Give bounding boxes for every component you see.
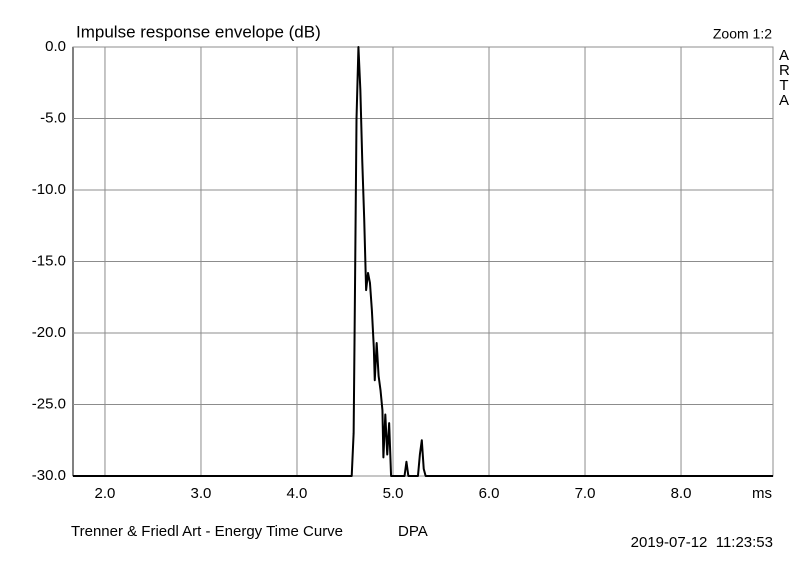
- series-line: [73, 46, 773, 477]
- y-tick-label: -20.0: [32, 324, 66, 341]
- x-tick-label: 3.0: [191, 485, 212, 502]
- watermark: ARTA: [779, 47, 790, 109]
- y-tick-label: -5.0: [40, 109, 66, 126]
- x-tick-label: 4.0: [287, 485, 308, 502]
- y-tick-label: -30.0: [32, 467, 66, 484]
- x-tick-label: 5.0: [383, 485, 404, 502]
- footer: Trenner & Friedl Art - Energy Time Curve: [71, 523, 343, 540]
- x-tick-label: 7.0: [575, 485, 596, 502]
- y-tick-label: 0.0: [45, 38, 66, 55]
- y-tick-label: -10.0: [32, 181, 66, 198]
- chart-title: Impulse response envelope (dB): [76, 22, 321, 41]
- footer-name: DPA: [398, 523, 428, 540]
- x-tick-label: 6.0: [479, 485, 500, 502]
- x-tick-label: 2.0: [95, 485, 116, 502]
- y-tick-label: -25.0: [32, 395, 66, 412]
- x-tick-label: 8.0: [671, 485, 692, 502]
- y-tick-label: -15.0: [32, 252, 66, 269]
- timestamp: 2019-07-12 11:23:53: [631, 534, 773, 551]
- zoom-label: Zoom 1:2: [713, 26, 772, 42]
- x-axis-label: ms: [752, 485, 772, 502]
